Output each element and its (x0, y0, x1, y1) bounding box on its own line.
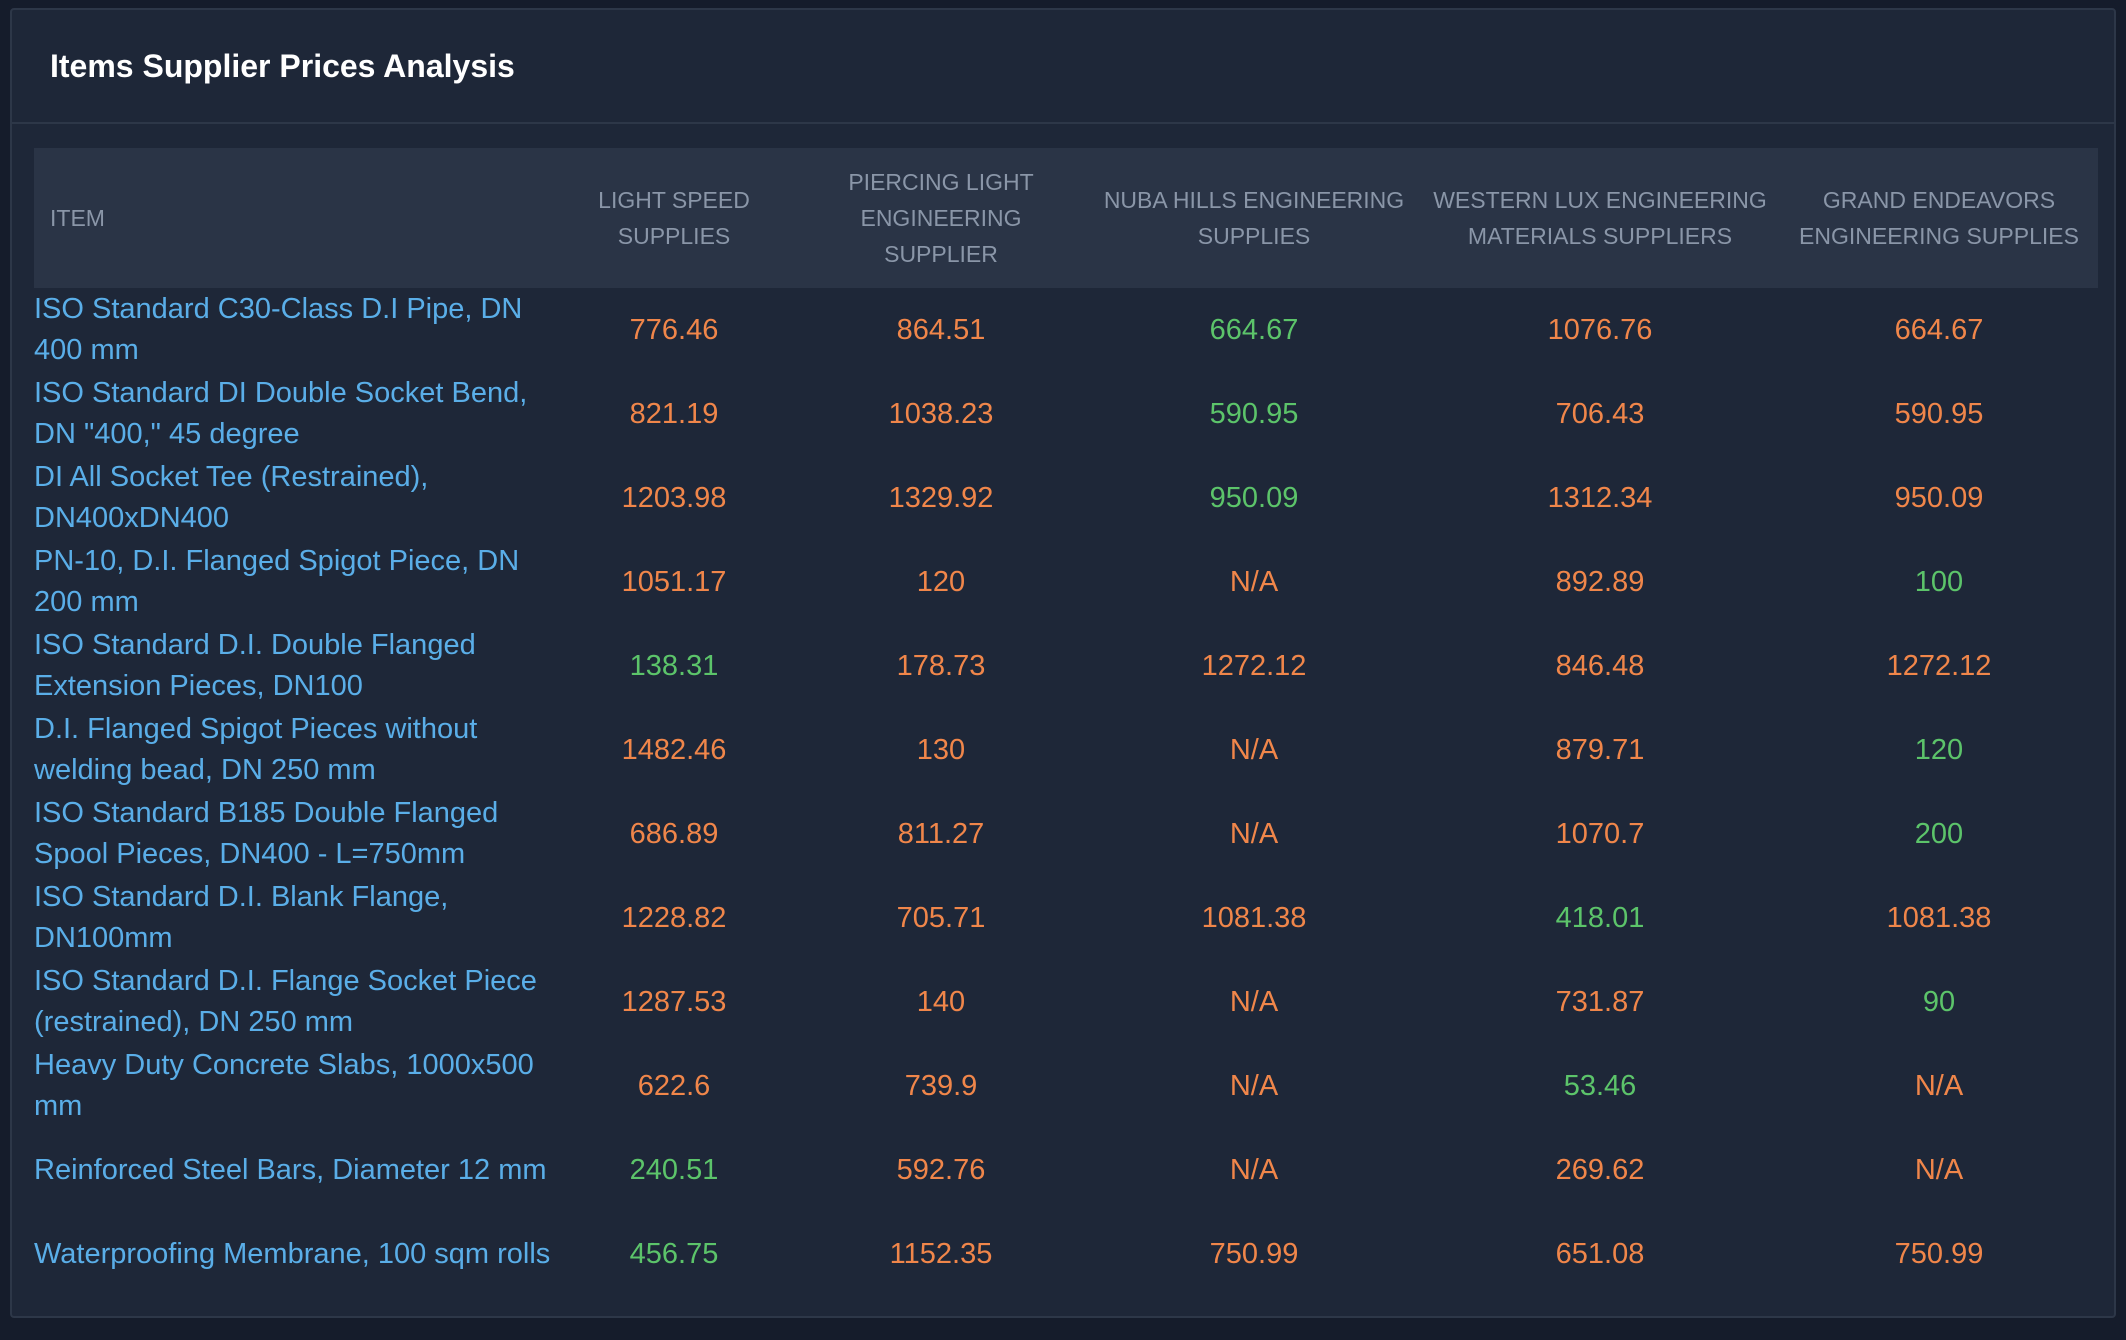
table-row: ISO Standard D.I. Double Flanged Extensi… (34, 624, 2098, 708)
price-cell: 130 (916, 733, 966, 766)
price-cell: 811.27 (897, 817, 985, 850)
price-cell: 1038.23 (888, 397, 994, 430)
table-row: DI All Socket Tee (Restrained), DN400xDN… (34, 456, 2098, 540)
price-cell: 240.51 (629, 1153, 719, 1186)
price-cell: 1228.82 (621, 901, 727, 934)
price-cell: 1287.53 (621, 985, 727, 1018)
price-cell: N/A (1229, 1069, 1279, 1102)
item-name-link[interactable]: ISO Standard D.I. Double Flanged Extensi… (34, 629, 476, 702)
price-cell: 750.99 (1894, 1237, 1984, 1270)
supplier-prices-panel: Items Supplier Prices Analysis ITEM LIGH… (10, 8, 2116, 1318)
price-cell: 592.76 (896, 1153, 986, 1186)
price-cell: 178.73 (896, 649, 986, 682)
prices-table-container: ITEM LIGHT SPEED SUPPLIES PIERCING LIGHT… (34, 148, 2098, 1296)
item-name-link[interactable]: Heavy Duty Concrete Slabs, 1000x500 mm (34, 1049, 534, 1122)
item-name-link[interactable]: Reinforced Steel Bars, Diameter 12 mm (34, 1153, 547, 1186)
item-name-link[interactable]: ISO Standard D.I. Flange Socket Piece (r… (34, 965, 537, 1038)
price-cell: 731.87 (1555, 985, 1645, 1018)
price-cell: 269.62 (1555, 1153, 1645, 1186)
price-cell: 706.43 (1555, 397, 1645, 430)
price-cell: 100 (1914, 565, 1964, 598)
column-header-item[interactable]: ITEM (50, 205, 105, 231)
price-cell: N/A (1229, 985, 1279, 1018)
item-name-link[interactable]: ISO Standard D.I. Blank Flange, DN100mm (34, 881, 449, 954)
column-header-light-speed[interactable]: LIGHT SPEED SUPPLIES (598, 187, 750, 249)
price-cell: 120 (1914, 733, 1964, 766)
table-row: ISO Standard DI Double Socket Bend, DN "… (34, 372, 2098, 456)
item-name-link[interactable]: ISO Standard DI Double Socket Bend, DN "… (34, 377, 528, 450)
table-row: PN-10, D.I. Flanged Spigot Piece, DN 200… (34, 540, 2098, 624)
price-cell: 1152.35 (889, 1237, 993, 1270)
price-cell: 739.9 (904, 1069, 978, 1102)
price-cell: 1076.76 (1547, 313, 1653, 346)
table-row: ISO Standard C30-Class D.I Pipe, DN 400 … (34, 288, 2098, 372)
price-cell: N/A (1229, 733, 1279, 766)
price-cell: 622.6 (637, 1069, 711, 1102)
price-cell: 200 (1914, 817, 1964, 850)
item-name-link[interactable]: D.I. Flanged Spigot Pieces without weldi… (34, 713, 478, 786)
column-header-western-lux[interactable]: WESTERN LUX ENGINEERING MATERIALS SUPPLI… (1433, 187, 1767, 249)
price-cell: 879.71 (1555, 733, 1645, 766)
price-cell: N/A (1914, 1069, 1964, 1102)
panel-title: Items Supplier Prices Analysis (50, 47, 515, 84)
price-cell: N/A (1914, 1153, 1964, 1186)
column-header-grand-endeavors[interactable]: GRAND ENDEAVORS ENGINEERING SUPPLIES (1799, 187, 2079, 249)
price-cell: 1051.17 (621, 565, 727, 598)
price-cell: 651.08 (1555, 1237, 1645, 1270)
price-cell: N/A (1229, 565, 1279, 598)
price-cell: 590.95 (1209, 397, 1299, 430)
table-row: Reinforced Steel Bars, Diameter 12 mm 240… (34, 1128, 2098, 1212)
price-cell: 1070.7 (1555, 817, 1645, 850)
price-cell: 705.71 (896, 901, 986, 934)
price-cell: 1272.12 (1201, 649, 1307, 682)
price-cell: 664.67 (1894, 313, 1984, 346)
prices-table: ITEM LIGHT SPEED SUPPLIES PIERCING LIGHT… (34, 148, 2098, 1296)
price-cell: 590.95 (1894, 397, 1984, 430)
price-cell: 1329.92 (888, 481, 994, 514)
price-cell: 1081.38 (1886, 901, 1992, 934)
table-row: Heavy Duty Concrete Slabs, 1000x500 mm 62… (34, 1044, 2098, 1128)
table-row: ISO Standard B185 Double Flanged Spool P… (34, 792, 2098, 876)
price-cell: 1081.38 (1201, 901, 1307, 934)
price-cell: 664.67 (1209, 313, 1299, 346)
price-cell: 821.19 (629, 397, 719, 430)
price-cell: 53.46 (1563, 1069, 1637, 1102)
column-header-piercing-light[interactable]: PIERCING LIGHT ENGINEERING SUPPLIER (848, 169, 1034, 267)
panel-header: Items Supplier Prices Analysis (12, 10, 2114, 124)
table-row: Waterproofing Membrane, 100 sqm rolls 456… (34, 1212, 2098, 1296)
item-name-link[interactable]: ISO Standard C30-Class D.I Pipe, DN 400 … (34, 293, 523, 366)
price-cell: 950.09 (1894, 481, 1984, 514)
table-row: D.I. Flanged Spigot Pieces without weldi… (34, 708, 2098, 792)
table-row: ISO Standard D.I. Flange Socket Piece (r… (34, 960, 2098, 1044)
table-header-row: ITEM LIGHT SPEED SUPPLIES PIERCING LIGHT… (34, 148, 2098, 288)
price-cell: 456.75 (629, 1237, 719, 1270)
item-name-link[interactable]: ISO Standard B185 Double Flanged Spool P… (34, 797, 499, 870)
price-cell: 750.99 (1209, 1237, 1299, 1270)
price-cell: 1203.98 (621, 481, 727, 514)
price-cell: 1312.34 (1547, 481, 1653, 514)
table-body: ISO Standard C30-Class D.I Pipe, DN 400 … (34, 288, 2098, 1296)
price-cell: 418.01 (1555, 901, 1645, 934)
column-header-nuba-hills[interactable]: NUBA HILLS ENGINEERING SUPPLIES (1103, 187, 1405, 249)
table-row: ISO Standard D.I. Blank Flange, DN100mm 1… (34, 876, 2098, 960)
price-cell: 1272.12 (1886, 649, 1992, 682)
price-cell: 138.31 (629, 649, 719, 682)
item-name-link[interactable]: PN-10, D.I. Flanged Spigot Piece, DN 200… (34, 545, 520, 618)
price-cell: 120 (916, 565, 966, 598)
price-cell: 776.46 (629, 313, 719, 346)
price-cell: 950.09 (1209, 481, 1299, 514)
price-cell: 892.89 (1555, 565, 1645, 598)
price-cell: 864.51 (896, 313, 986, 346)
item-name-link[interactable]: DI All Socket Tee (Restrained), DN400xDN… (34, 461, 429, 534)
price-cell: N/A (1229, 1153, 1279, 1186)
price-cell: N/A (1229, 817, 1279, 850)
price-cell: 1482.46 (621, 733, 727, 766)
price-cell: 846.48 (1555, 649, 1645, 682)
price-cell: 140 (916, 985, 966, 1018)
price-cell: 90 (1922, 985, 1956, 1018)
item-name-link[interactable]: Waterproofing Membrane, 100 sqm rolls (34, 1237, 551, 1270)
price-cell: 686.89 (629, 817, 719, 850)
